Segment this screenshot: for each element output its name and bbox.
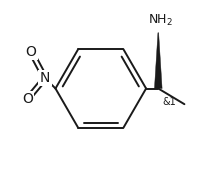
Text: O: O [22,92,33,106]
Polygon shape [154,33,162,88]
Text: O: O [26,45,37,59]
Text: &1: &1 [163,97,176,107]
Text: NH$_2$: NH$_2$ [148,12,173,27]
Text: N: N [40,71,50,85]
